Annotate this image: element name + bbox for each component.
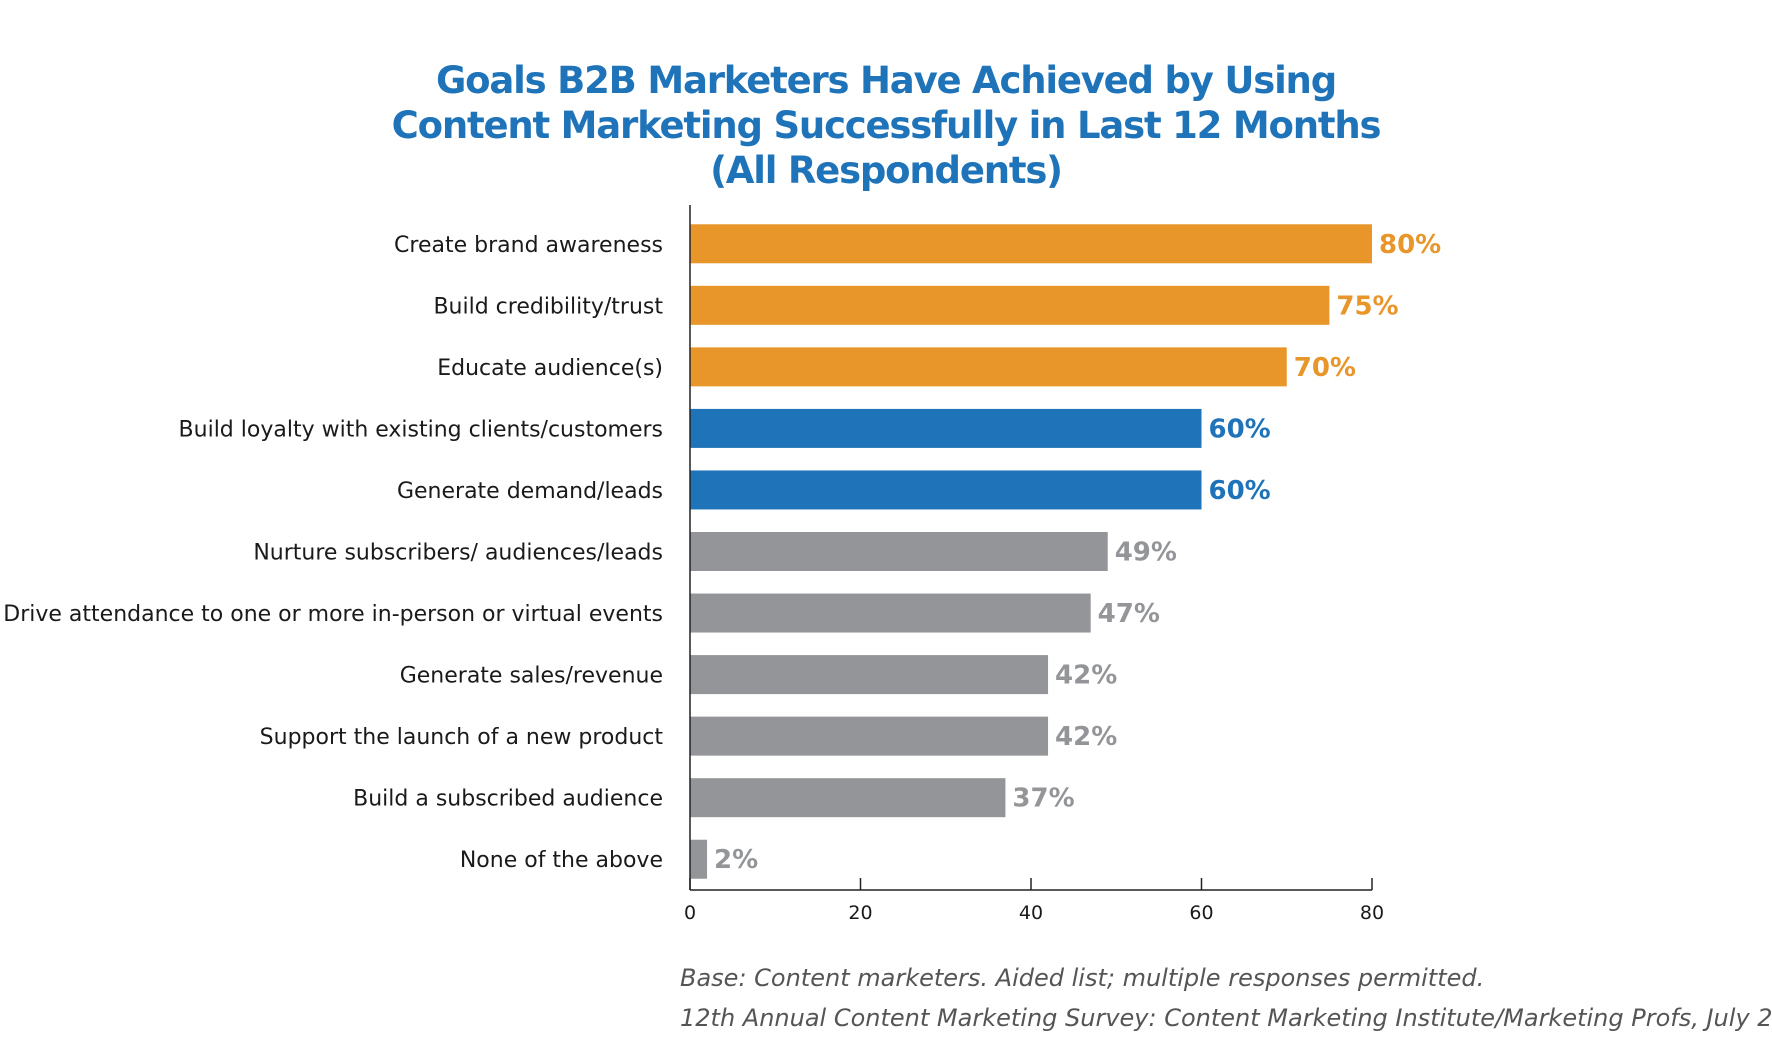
value-label: 37% bbox=[1012, 784, 1074, 814]
category-labels-group: Create brand awareness Build credibility/… bbox=[3, 233, 663, 873]
x-tick-label: 80 bbox=[1360, 902, 1384, 924]
category-label: Generate demand/leads bbox=[397, 479, 663, 504]
chart-title-line-2: Content Marketing Successfully in Last 1… bbox=[391, 104, 1382, 147]
bars-group bbox=[690, 224, 1372, 879]
bar bbox=[690, 470, 1202, 510]
bar bbox=[690, 655, 1049, 695]
x-tick-label: 0 bbox=[684, 902, 696, 924]
bar bbox=[690, 593, 1091, 633]
value-label: 49% bbox=[1115, 538, 1177, 568]
category-label: Nurture subscribers/ audiences/leads bbox=[253, 541, 663, 566]
value-label: 80% bbox=[1379, 230, 1441, 260]
bar bbox=[690, 408, 1202, 448]
value-label: 47% bbox=[1098, 599, 1160, 629]
value-labels-group: 80% 75% 70% 60% 60% 49% 47% 42% 42% 37% 2% bbox=[714, 230, 1441, 875]
footnote-base: Base: Content marketers. Aided list; mul… bbox=[680, 964, 1485, 992]
x-tick-label: 20 bbox=[848, 902, 872, 924]
value-label: 42% bbox=[1055, 722, 1117, 752]
bar bbox=[690, 839, 708, 879]
value-label: 60% bbox=[1209, 476, 1271, 506]
category-label: Create brand awareness bbox=[394, 233, 663, 258]
chart-title-line-1: Goals B2B Marketers Have Achieved by Usi… bbox=[435, 59, 1337, 102]
category-label: Build credibility/trust bbox=[433, 294, 663, 319]
bar bbox=[690, 778, 1006, 818]
bar-chart: Create brand awareness Build credibility/… bbox=[3, 205, 1441, 924]
category-label: Build loyalty with existing clients/cust… bbox=[179, 417, 663, 442]
bar bbox=[690, 532, 1108, 571]
chart-title: Goals B2B Marketers Have Achieved by Usi… bbox=[0, 58, 1772, 193]
x-tick-label: 40 bbox=[1019, 902, 1043, 924]
chart-title-line-3: (All Respondents) bbox=[710, 149, 1063, 192]
value-label: 60% bbox=[1209, 414, 1271, 444]
value-label: 75% bbox=[1336, 291, 1398, 321]
category-label: Support the launch of a new product bbox=[260, 725, 664, 750]
category-label: None of the above bbox=[460, 848, 663, 873]
value-label: 2% bbox=[714, 845, 758, 875]
category-label: Educate audience(s) bbox=[437, 356, 663, 381]
category-label: Drive attendance to one or more in-perso… bbox=[3, 602, 663, 627]
bar bbox=[690, 347, 1287, 387]
footnote-source: 12th Annual Content Marketing Survey: Co… bbox=[680, 1004, 1772, 1032]
value-label: 70% bbox=[1294, 353, 1356, 383]
value-label: 42% bbox=[1055, 661, 1117, 691]
bar bbox=[690, 285, 1330, 325]
category-label: Generate sales/revenue bbox=[400, 664, 663, 689]
bar bbox=[690, 224, 1372, 264]
category-label: Build a subscribed audience bbox=[353, 787, 663, 812]
bar bbox=[690, 716, 1049, 756]
axes-group: 0 20 40 60 80 bbox=[684, 205, 1384, 924]
x-tick-label: 60 bbox=[1189, 902, 1213, 924]
